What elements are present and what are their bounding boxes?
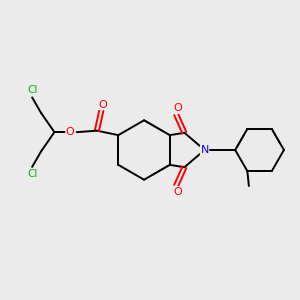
Text: O: O	[66, 127, 74, 137]
Text: O: O	[173, 187, 182, 196]
Text: Cl: Cl	[27, 85, 37, 95]
Text: N: N	[200, 145, 209, 155]
Text: O: O	[173, 103, 182, 113]
Text: Cl: Cl	[27, 169, 37, 179]
Text: O: O	[98, 100, 107, 110]
